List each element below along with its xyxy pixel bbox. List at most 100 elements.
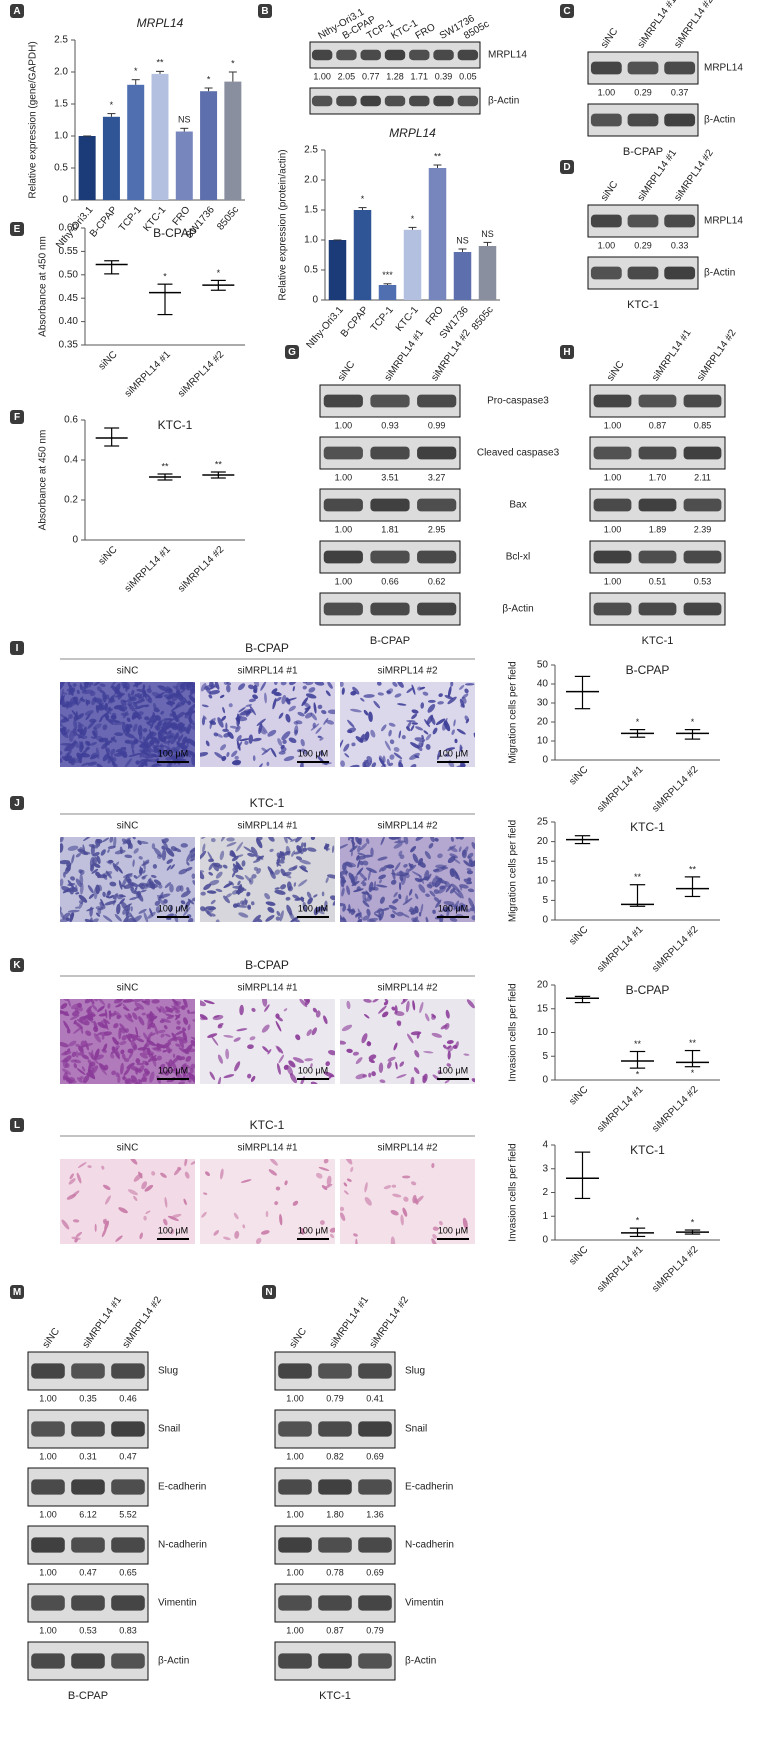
cell	[143, 1215, 147, 1221]
cell	[192, 879, 195, 886]
cell	[131, 1079, 139, 1084]
cell	[318, 1166, 330, 1172]
cell	[409, 863, 414, 869]
cell	[166, 761, 172, 767]
row-label: Snail	[158, 1424, 180, 1435]
column-label: siMRPL14 #2	[377, 983, 437, 994]
cell	[96, 763, 104, 767]
cell	[330, 895, 335, 901]
cell	[150, 1022, 156, 1028]
blot-band	[318, 1537, 352, 1553]
y-tick-label: 15	[537, 1003, 549, 1014]
cell	[163, 740, 171, 744]
blot-band	[627, 266, 659, 280]
cell	[181, 1039, 188, 1044]
bar	[127, 84, 145, 200]
cell	[111, 1046, 116, 1052]
cell	[131, 715, 137, 719]
cell	[276, 1063, 281, 1075]
cell	[203, 1192, 208, 1195]
cell	[315, 1010, 321, 1018]
cell	[62, 1068, 71, 1075]
cell	[279, 910, 284, 922]
cell	[102, 724, 108, 731]
cell	[370, 847, 374, 857]
cell	[271, 688, 278, 694]
scale-bar-label: 100 μM	[298, 748, 328, 758]
y-tick-label: 40	[537, 679, 549, 690]
panel-letter: L	[14, 1120, 20, 1131]
cell	[324, 900, 328, 908]
cell	[160, 726, 169, 736]
cell	[234, 1061, 241, 1072]
cell	[76, 1077, 83, 1083]
blot-band	[358, 1479, 392, 1495]
cell	[63, 871, 66, 878]
cell	[141, 1012, 146, 1016]
cell	[229, 725, 239, 729]
cell	[179, 1039, 184, 1049]
cell	[93, 682, 102, 686]
cell	[423, 730, 429, 735]
cell	[66, 1193, 77, 1200]
cell	[352, 1051, 359, 1056]
cell	[425, 733, 432, 741]
cell	[75, 892, 80, 895]
cell	[139, 1079, 148, 1083]
cell	[200, 999, 206, 1007]
cell	[71, 709, 78, 718]
y-tick-label: 20	[537, 717, 549, 728]
scale-bar-label: 100 μM	[298, 1065, 328, 1075]
cell	[138, 856, 143, 860]
band-value: 5.52	[119, 1509, 137, 1519]
y-tick-label: 0	[542, 1075, 548, 1086]
cell	[215, 871, 223, 879]
cell	[130, 906, 133, 912]
cell	[234, 1230, 240, 1239]
cell	[122, 752, 128, 758]
band-value: 0.41	[366, 1393, 384, 1403]
annotation: **	[434, 151, 442, 161]
cell	[190, 697, 195, 701]
cell	[459, 744, 463, 752]
cell	[292, 686, 295, 692]
cell	[324, 847, 330, 851]
cell	[128, 1050, 134, 1060]
cell	[113, 837, 117, 849]
annotation: ***	[382, 270, 393, 280]
cell	[78, 869, 83, 874]
cell	[307, 897, 313, 905]
cell	[152, 702, 157, 710]
cell	[132, 915, 142, 922]
cell	[75, 878, 82, 888]
cell	[88, 844, 99, 849]
cell	[184, 710, 195, 716]
cell	[383, 1185, 392, 1190]
scale-bar-label: 100 μM	[438, 748, 468, 758]
cell	[299, 760, 304, 767]
band-value: 1.00	[286, 1567, 304, 1577]
cell	[137, 1047, 149, 1051]
cell	[453, 719, 456, 727]
cell	[133, 875, 138, 879]
cell	[107, 694, 116, 704]
y-tick-label: 15	[537, 856, 549, 867]
cell	[388, 904, 397, 910]
cell	[379, 896, 385, 904]
blot-band	[111, 1537, 145, 1553]
cell	[67, 682, 71, 688]
cell	[340, 844, 349, 850]
bar	[378, 285, 397, 300]
cell	[424, 870, 430, 881]
cell	[79, 744, 84, 750]
cell	[375, 884, 388, 888]
cell	[117, 894, 124, 900]
cell	[85, 1030, 92, 1037]
cell	[67, 882, 76, 886]
cell	[83, 837, 92, 842]
band-value: 0.66	[381, 576, 399, 586]
cell	[431, 1163, 435, 1169]
cell	[108, 1010, 112, 1016]
cell	[398, 893, 402, 900]
cell	[132, 723, 138, 732]
